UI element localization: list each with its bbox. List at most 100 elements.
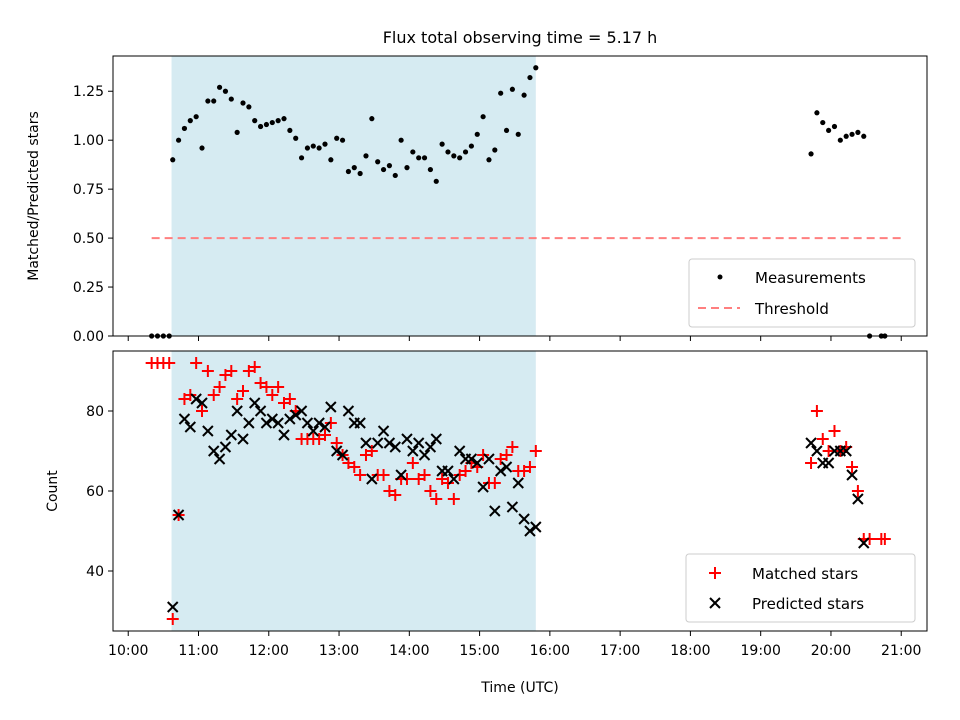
- matched-star-marker: [851, 485, 864, 497]
- measurement-point: [861, 133, 867, 139]
- predicted-star-marker: [190, 393, 202, 405]
- x-tick-label: 16:00: [530, 643, 570, 659]
- x-tick-label: 10:00: [108, 643, 148, 659]
- matched-star-marker: [810, 405, 823, 417]
- measurement-point: [480, 114, 486, 120]
- matched-star-marker: [225, 365, 238, 377]
- predicted-star-marker: [371, 437, 384, 449]
- measurement-point: [843, 133, 849, 139]
- count-panel: 40 60 80 10:00 11:00 12:00 13:00 14:00 15:00 16:0…: [45, 350, 928, 696]
- matched-star-marker: [459, 465, 472, 477]
- predicted-star-marker: [313, 417, 325, 429]
- predicted-star-marker: [846, 469, 858, 481]
- measurement-point: [410, 149, 416, 155]
- measurement-point: [380, 166, 387, 173]
- predicted-star-marker: [172, 509, 185, 521]
- matched-star-marker: [348, 461, 361, 473]
- predicted-star-marker: [260, 417, 273, 429]
- matched-star-marker: [318, 429, 331, 441]
- predicted-star-marker: [524, 525, 536, 537]
- predicted-star-marker: [471, 457, 483, 469]
- predicted-star-marker: [805, 437, 817, 449]
- matched-star-marker: [354, 469, 367, 481]
- x-tick-label: 12:00: [249, 643, 289, 659]
- measurement-point: [826, 127, 832, 134]
- predicted-star-marker: [249, 397, 261, 409]
- ratio-y-tick-label: 1.00: [73, 133, 104, 149]
- measurement-point: [509, 86, 515, 92]
- matched-star-marker: [406, 457, 419, 469]
- ratio-y-tick-label: 0.25: [73, 280, 104, 296]
- measurement-point: [293, 135, 299, 141]
- measurement-point: [334, 135, 340, 141]
- predicted-star-marker: [213, 453, 226, 465]
- matched-star-marker: [400, 473, 413, 485]
- ratio-panel: 0.00 0.25 0.50 0.75 1.00 1.25 Matched/Predict…: [26, 55, 928, 345]
- predicted-star-marker: [518, 513, 530, 525]
- measurement-point: [263, 121, 270, 128]
- predicted-star-marker: [530, 521, 542, 533]
- predicted-star-marker: [243, 417, 255, 429]
- predicted-star-marker: [342, 405, 355, 417]
- measurement-point: [252, 118, 258, 124]
- matched-star-marker: [272, 381, 285, 393]
- matched-star-marker: [213, 381, 226, 393]
- measurement-point: [445, 149, 451, 155]
- predicted-star-marker: [822, 457, 835, 469]
- measurement-point: [814, 110, 820, 116]
- measurement-point: [216, 84, 223, 90]
- predicted-star-marker: [307, 425, 319, 437]
- predicted-star-marker: [336, 449, 349, 461]
- measurement-point: [527, 74, 533, 81]
- matched-star-marker: [863, 533, 876, 545]
- predicted-star-marker: [225, 429, 238, 441]
- measurement-point: [193, 114, 199, 120]
- ratio-y-tick-label: 0.50: [73, 231, 104, 247]
- measurement-point: [392, 172, 398, 179]
- x-tick-label: 13:00: [319, 643, 359, 659]
- count-y-tick-label: 80: [86, 404, 104, 420]
- predicted-star-marker: [840, 445, 852, 457]
- observing-window-shade: [171, 56, 536, 336]
- measurement-point: [199, 145, 205, 151]
- predicted-star-marker: [208, 445, 220, 457]
- x-tick-label: 14:00: [389, 643, 429, 659]
- matched-star-marker: [805, 457, 818, 469]
- predicted-star-marker: [231, 405, 243, 417]
- predicted-star-marker: [284, 413, 296, 425]
- count-legend: Matched stars Predicted stars: [685, 553, 916, 623]
- measurement-point: [468, 143, 474, 149]
- matched-star-marker: [207, 389, 220, 401]
- matched-star-marker: [506, 441, 519, 453]
- measurement-point: [357, 170, 363, 177]
- ratio-y-tick-label: 1.25: [73, 84, 104, 100]
- chart-title: Flux total observing time = 5.17 h: [383, 28, 658, 47]
- x-axis-label: Time (UTC): [480, 680, 558, 696]
- count-legend-box: [685, 553, 916, 623]
- measurement-point: [205, 98, 211, 104]
- measurement-point: [837, 137, 843, 143]
- measurement-point: [345, 168, 352, 175]
- measurement-point: [492, 147, 498, 153]
- matched-star-marker: [184, 389, 197, 401]
- matched-star-marker: [441, 477, 454, 489]
- measurement-point: [855, 129, 861, 135]
- matched-star-marker: [377, 469, 390, 481]
- x-tick-label: 17:00: [600, 643, 640, 659]
- measurement-point: [310, 143, 316, 149]
- predicted-star-marker: [477, 481, 489, 493]
- legend-threshold-label: Threshold: [754, 300, 829, 318]
- predicted-star-marker: [354, 417, 366, 429]
- predicted-star-marker: [278, 429, 290, 441]
- predicted-star-marker: [184, 421, 197, 433]
- measurement-point: [427, 166, 434, 173]
- measurement-point: [533, 65, 539, 71]
- measurement-point: [211, 98, 217, 104]
- measurement-point: [421, 155, 428, 161]
- matched-star-marker: [878, 533, 891, 545]
- matched-star-marker: [418, 469, 431, 481]
- predicted-star-marker: [196, 397, 208, 409]
- predicted-star-marker: [167, 601, 179, 613]
- ratio-plot-frame: [112, 55, 928, 337]
- predicted-star-marker: [430, 433, 442, 445]
